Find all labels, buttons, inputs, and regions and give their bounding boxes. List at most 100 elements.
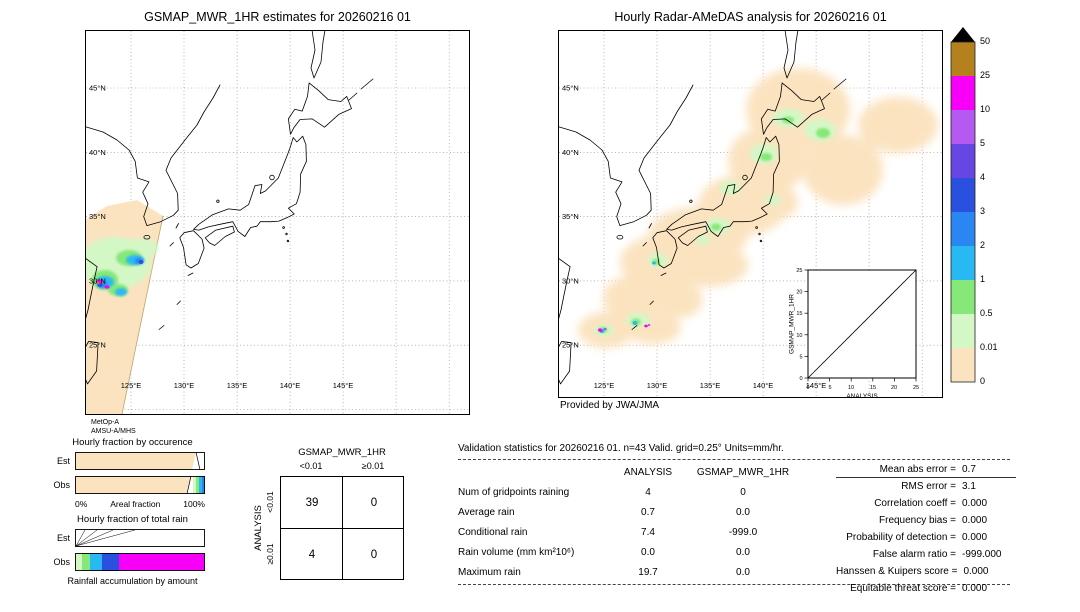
left-map-rain-cells (86, 200, 164, 414)
right-map-lon-labels: 125°E 130°E 135°E 140°E 145°E (594, 381, 827, 390)
contingency-col-headers: <0.01 ≥0.01 (280, 461, 404, 471)
svg-text:140°E: 140°E (753, 381, 774, 390)
svg-text:145°E: 145°E (333, 381, 354, 390)
inset-x-tick-labels: 0 5 10 15 20 25 (806, 385, 919, 391)
svg-text:10: 10 (796, 333, 802, 339)
svg-text:20: 20 (796, 290, 802, 296)
axis-min-label: 0% (75, 499, 88, 509)
svg-text:5: 5 (828, 385, 831, 391)
colorbar-tick: 10 (980, 104, 991, 114)
stat-value: 0.0 (736, 566, 750, 578)
svg-text:15: 15 (796, 311, 802, 317)
areal-fraction-axis: 0% Areal fraction 100% (75, 499, 205, 509)
colorbar-tick: 5 (980, 138, 986, 148)
svg-text:10: 10 (848, 385, 854, 391)
inset-x-axis-label: ANALYSIS (846, 393, 878, 398)
stat-row-label: Average rain (458, 506, 515, 518)
score-line: Hanssen & Kuipers score = 0.000 (836, 566, 989, 577)
svg-text:35°N: 35°N (89, 212, 106, 221)
contingency-table: 39 0 4 0 (280, 476, 404, 580)
row-header-ge: ≥0.01 (265, 543, 275, 565)
left-map-frame (85, 30, 470, 415)
axis-title: Areal fraction (110, 499, 161, 509)
axis-max-label: 100% (183, 499, 205, 509)
occurrence-fraction-title: Hourly fraction by occurence (72, 437, 193, 448)
svg-text:30°N: 30°N (562, 276, 579, 285)
colorbar-tick: 3 (980, 206, 986, 216)
right-map-title: Hourly Radar-AMeDAS analysis for 2026021… (614, 10, 887, 24)
svg-text:135°E: 135°E (700, 381, 721, 390)
sensor-label: MetOp-A AMSU-A/MHS (91, 418, 136, 436)
stat-value: -999.0 (728, 526, 758, 538)
contingency-cell: 0 (370, 497, 378, 509)
est-row-label: Est (56, 533, 70, 543)
colorbar-tick: 0 (980, 376, 986, 386)
sensor-instrument: AMSU-A/MHS (91, 428, 136, 435)
validation-stats-header: Validation statistics for 20260216 01. n… (458, 443, 784, 454)
left-map-lat-labels: 45°N 40°N 35°N 30°N 25°N (89, 84, 106, 350)
svg-text:25: 25 (913, 385, 919, 391)
est-total-rain-bar (75, 529, 205, 547)
inset-y-tick-labels: 0 5 10 15 20 25 (796, 268, 802, 382)
dashed-divider-top (458, 459, 1010, 460)
obs-row-label: Obs (53, 480, 70, 490)
stats-col-analysis: ANALYSIS (623, 466, 673, 478)
stat-row-label: Rain volume (mm km²10⁶) (458, 546, 575, 558)
contingency-cell: 4 (308, 549, 316, 561)
left-map-gsmap-estimates: 45°N 40°N 35°N 30°N 25°N 125°E 130°E 135… (85, 30, 470, 415)
contingency-side-label: ANALYSIS (253, 505, 264, 551)
data-credit: Provided by JWA/JMA (560, 400, 660, 411)
score-list: Mean abs error = 0.7 RMS error = 3.1 Cor… (836, 461, 1016, 597)
contingency-table-title: GSMAP_MWR_1HR (298, 447, 386, 458)
colorbar-tick: 4 (980, 172, 986, 182)
est-occurrence-bar (75, 452, 205, 470)
right-map-rain-cells (578, 68, 938, 348)
svg-text:40°N: 40°N (562, 148, 579, 157)
right-map-lat-labels: 45°N 40°N 35°N 30°N 25°N (562, 84, 579, 350)
colorbar-tick: 50 (980, 36, 991, 46)
svg-text:15: 15 (870, 385, 876, 391)
svg-text:135°E: 135°E (227, 381, 248, 390)
svg-text:145°E: 145°E (806, 381, 827, 390)
stat-value: 7.4 (641, 526, 655, 538)
obs-total-rain-bar (75, 553, 205, 571)
validation-stats-table: ANALYSIS GSMAP_MWR_1HR Num of gridpoints… (458, 462, 798, 582)
svg-text:35°N: 35°N (562, 212, 579, 221)
est-row-label: Est (56, 456, 70, 466)
svg-text:30°N: 30°N (89, 276, 106, 285)
total-rain-fraction-title: Hourly fraction of total rain (77, 514, 188, 525)
colorbar (950, 27, 976, 383)
stat-row-label: Conditional rain (458, 526, 528, 538)
contingency-cell: 39 (305, 497, 319, 509)
svg-text:130°E: 130°E (647, 381, 668, 390)
svg-text:5: 5 (799, 354, 802, 360)
stat-value: 0.0 (736, 546, 750, 558)
stat-value: 19.7 (638, 566, 658, 578)
svg-text:130°E: 130°E (174, 381, 195, 390)
svg-text:20: 20 (891, 385, 897, 391)
sensor-platform: MetOp-A (91, 419, 120, 426)
svg-text:45°N: 45°N (89, 84, 106, 93)
svg-text:25: 25 (796, 268, 802, 274)
col-header-lt: <0.01 (299, 461, 323, 471)
right-map-radar-amedas: 0 5 10 15 20 25 0 5 10 15 20 25 ANALYSIS… (558, 30, 943, 398)
svg-text:40°N: 40°N (89, 148, 106, 157)
svg-text:0: 0 (806, 385, 809, 391)
stat-value: 0 (740, 486, 746, 498)
score-line: Correlation coeff = 0.000 (874, 498, 988, 509)
right-map-frame (558, 30, 943, 398)
score-line: Frequency bias = 0.000 (879, 515, 988, 526)
score-line: False alarm ratio = -999.000 (872, 549, 1002, 560)
colorbar-tick: 0.01 (980, 342, 998, 352)
svg-text:0: 0 (799, 376, 802, 382)
svg-text:25°N: 25°N (89, 341, 106, 350)
stat-row-label: Maximum rain (458, 566, 521, 578)
stat-row-label: Num of gridpoints raining (458, 486, 570, 498)
svg-text:140°E: 140°E (280, 381, 301, 390)
svg-text:125°E: 125°E (594, 381, 615, 390)
svg-text:25°N: 25°N (562, 341, 579, 350)
score-line: RMS error = 3.1 (901, 481, 976, 492)
score-line: Probability of detection = 0.000 (846, 532, 988, 543)
colorbar-tick: 2 (980, 240, 986, 250)
